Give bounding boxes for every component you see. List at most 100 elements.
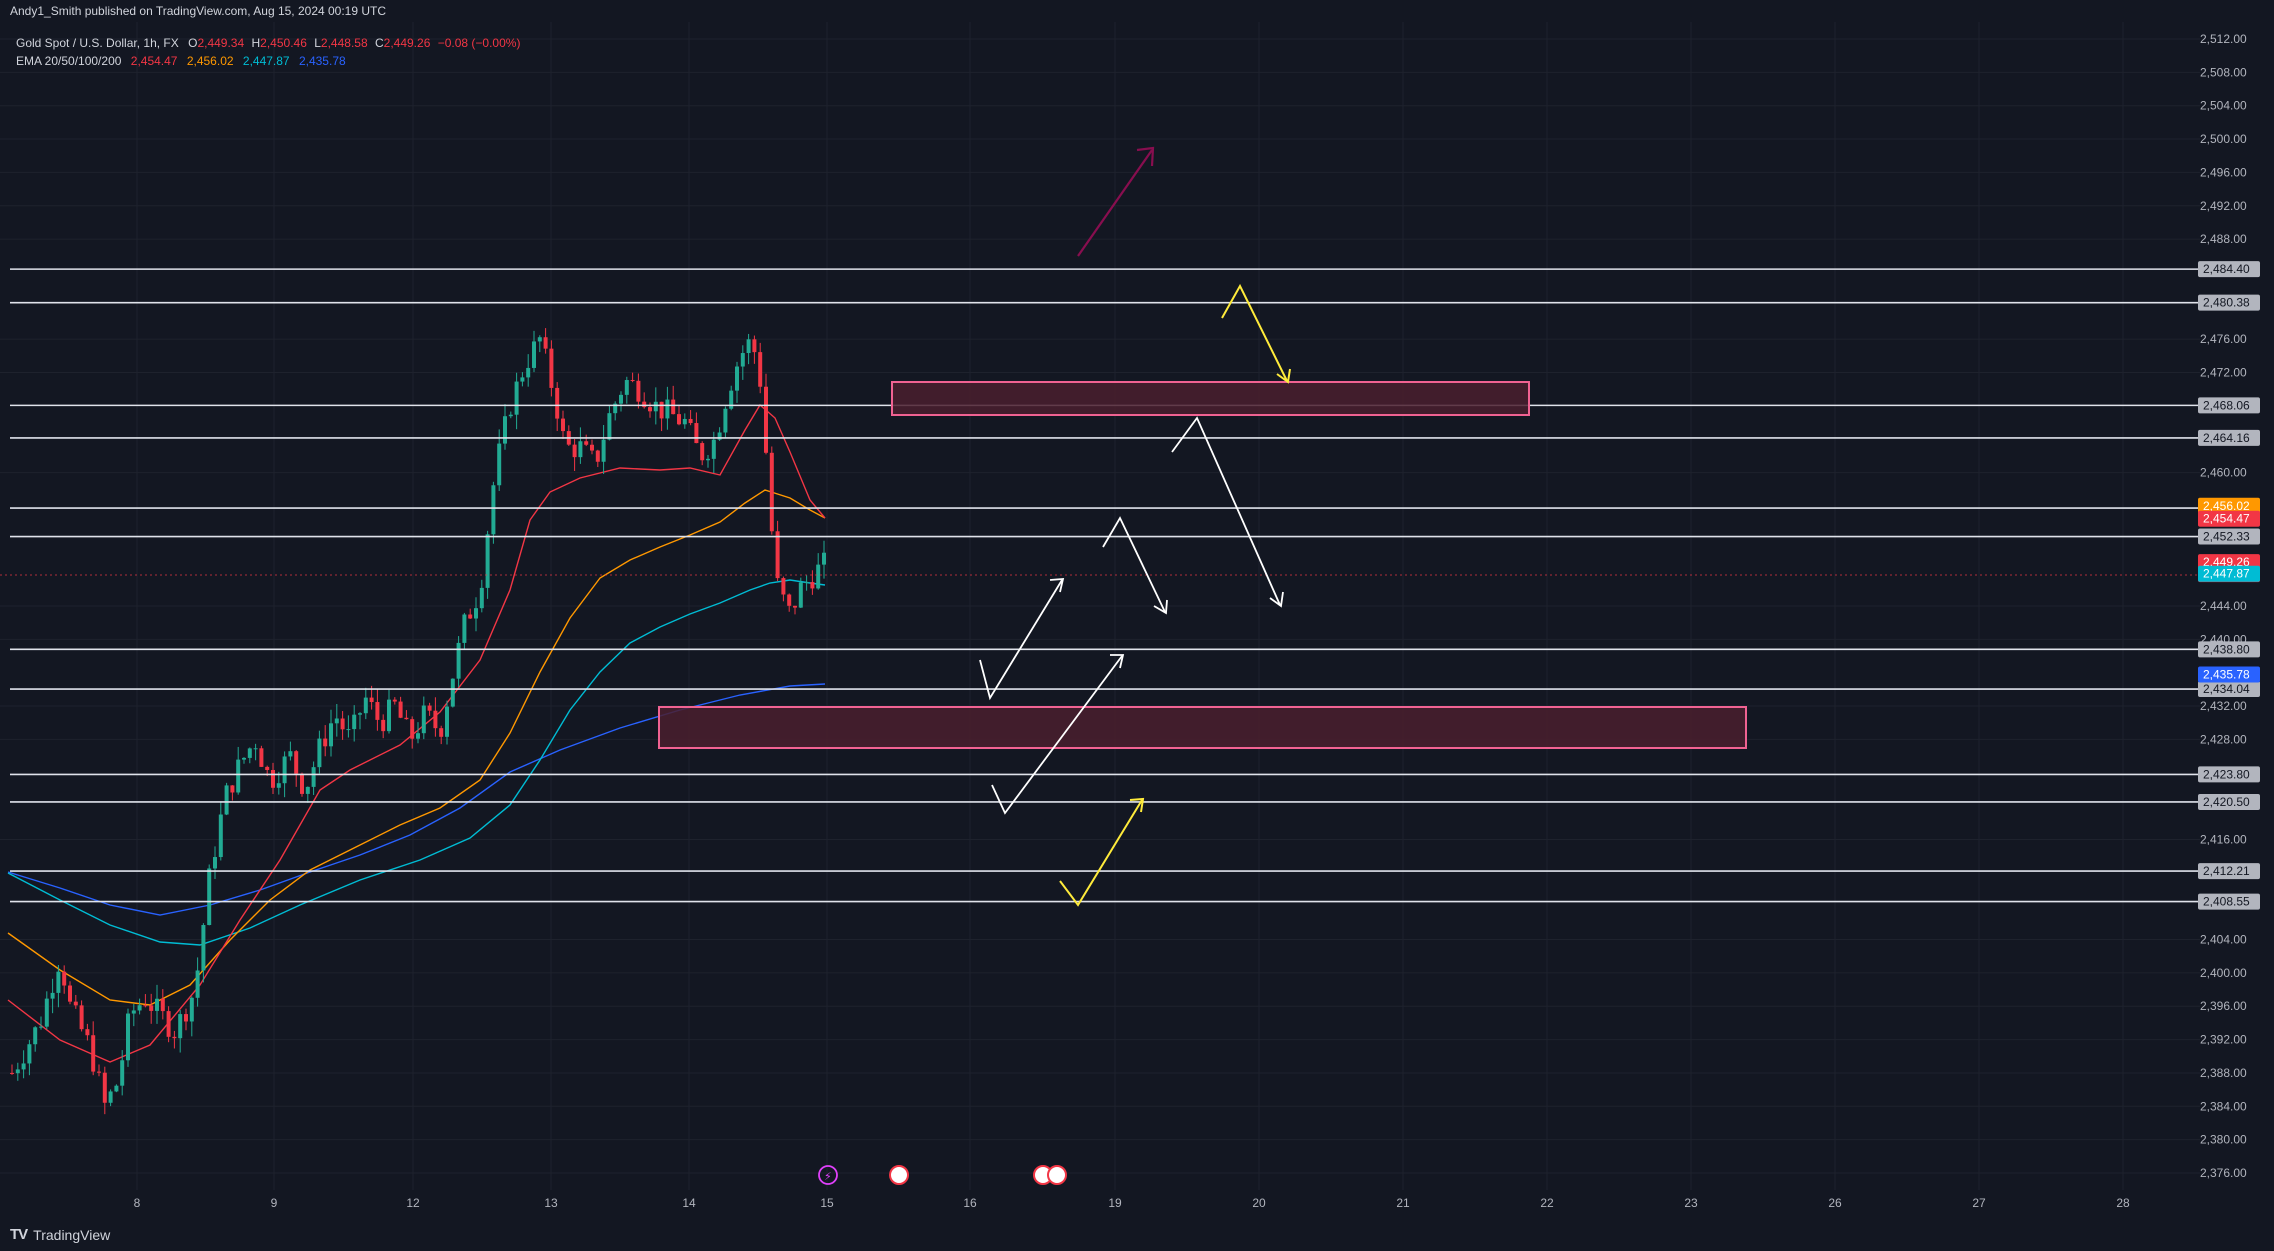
- level-badge: [2198, 681, 2260, 698]
- breakout-arrow: [1077, 146, 1155, 257]
- x-tick-label: 20: [1252, 1196, 1266, 1210]
- candle-body: [300, 773, 304, 794]
- candle-body: [735, 366, 739, 391]
- candle-body: [224, 785, 229, 815]
- tradingview-logo[interactable]: TV TradingView: [10, 1226, 110, 1243]
- candle-body: [526, 367, 531, 378]
- flash-event-glyph: ⚡: [824, 1170, 832, 1183]
- y-tick-label: 2,392.00: [2200, 1033, 2247, 1047]
- level-badge: [2198, 528, 2260, 545]
- candle-body: [392, 699, 397, 702]
- tradingview-logo-icon: TV: [10, 1226, 28, 1243]
- level-badge: [2198, 397, 2260, 414]
- candle-body: [590, 444, 594, 451]
- y-tick-label: 2,404.00: [2200, 933, 2247, 947]
- candle-body: [758, 352, 763, 387]
- ema200-value: 2,435.78: [298, 54, 346, 68]
- candle-body: [404, 717, 409, 720]
- x-tick-label: 21: [1396, 1196, 1410, 1210]
- publisher-text: Andy1_Smith published on TradingView.com…: [10, 4, 387, 18]
- y-tick-label: 2,488.00: [2200, 232, 2247, 246]
- candle-body: [694, 423, 699, 444]
- projection-path-3: [1102, 516, 1166, 613]
- candle-body: [445, 706, 449, 737]
- candle-body: [21, 1063, 26, 1070]
- candle-body: [671, 399, 676, 415]
- x-tick-label: 15: [820, 1196, 834, 1210]
- candle-body: [491, 485, 496, 535]
- candle-body: [619, 394, 623, 404]
- candle-body: [363, 697, 368, 714]
- x-tick-label: 26: [1828, 1196, 1842, 1210]
- candle-body: [601, 439, 606, 462]
- candle-body: [352, 714, 357, 730]
- price-badge-label: 2,456.02: [2203, 499, 2250, 513]
- price-chart[interactable]: ⚡ 2,512.00 2,508.00 2,504.00 2,500.00 2,496.…: [0, 22, 2274, 1251]
- candle-body: [131, 1010, 136, 1014]
- level-badge: [2198, 863, 2260, 880]
- candle-body: [421, 705, 426, 734]
- open-value: 2,449.34: [197, 36, 245, 50]
- target-arrowhead-upper: [1276, 368, 1291, 384]
- candle-body: [468, 614, 473, 619]
- ema200-line: [7, 683, 826, 916]
- price-badge: [2198, 510, 2260, 527]
- level-badge-label: 2,408.55: [2203, 895, 2250, 909]
- candle-body: [624, 380, 629, 395]
- candle-body: [387, 699, 391, 732]
- candle-body: [102, 1072, 107, 1103]
- candle-body: [184, 1014, 188, 1022]
- change-value: −0.08 (−0.00%): [437, 36, 521, 50]
- candle-body: [520, 377, 525, 382]
- target-arrow-upper: [1221, 283, 1288, 382]
- candle-body: [711, 439, 716, 459]
- level-badge-label: 2,452.33: [2203, 530, 2250, 544]
- y-tick-label: 2,460.00: [2200, 466, 2247, 480]
- candle-body: [236, 759, 241, 793]
- candle-body: [439, 728, 444, 737]
- level-badge-label: 2,423.80: [2203, 767, 2250, 781]
- price-badge-label: 2,449.26: [2203, 555, 2250, 569]
- candle-body: [137, 1005, 142, 1011]
- candle-body: [33, 1027, 38, 1045]
- candle-body: [793, 605, 797, 608]
- y-tick-label: 2,472.00: [2200, 366, 2247, 380]
- time-axis: 8 9 12 13 14 15 16 19 20 21 22 23 26 27 28: [134, 1196, 2130, 1210]
- candle-body: [62, 971, 67, 986]
- level-badge: [2198, 766, 2260, 783]
- candle-body: [271, 770, 275, 788]
- candle-body: [10, 1072, 14, 1074]
- projection-path-1: [979, 579, 1063, 701]
- level-badge-label: 2,420.50: [2203, 795, 2250, 809]
- candle-body: [410, 719, 415, 739]
- target-arrows: [1059, 283, 1291, 907]
- candle-body: [659, 401, 664, 419]
- y-tick-label: 2,432.00: [2200, 699, 2247, 713]
- x-tick-label: 14: [682, 1196, 696, 1210]
- publisher-bar: Andy1_Smith published on TradingView.com…: [0, 0, 2274, 22]
- chart-frame[interactable]: ⚡ 2,512.00 2,508.00 2,504.00 2,500.00 2,496.…: [0, 22, 2274, 1251]
- open-label: O: [188, 36, 198, 50]
- ema50-value: 2,456.02: [186, 54, 234, 68]
- candle-body: [27, 1044, 32, 1064]
- candle-body: [369, 697, 374, 703]
- candle-body: [503, 416, 507, 444]
- ema100-line: [7, 579, 826, 946]
- target-arrowhead-lower: [1129, 797, 1145, 813]
- candle-body: [375, 702, 380, 720]
- breakout-arrowhead: [1136, 146, 1155, 167]
- us-event-icon-3: [1047, 1165, 1067, 1185]
- x-tick-label: 28: [2116, 1196, 2130, 1210]
- level-badge: [2198, 294, 2260, 311]
- candle-body: [746, 339, 751, 354]
- candle-body: [822, 552, 826, 565]
- candle-body: [485, 534, 490, 588]
- candle-body: [149, 1005, 154, 1011]
- candle-body: [323, 738, 328, 747]
- candle-body: [166, 1011, 171, 1037]
- candle-body: [717, 432, 722, 440]
- candle-body: [143, 1005, 148, 1007]
- ema50-line: [7, 489, 826, 1006]
- candle-body: [346, 729, 351, 731]
- level-badge-label: 2,438.80: [2203, 642, 2250, 656]
